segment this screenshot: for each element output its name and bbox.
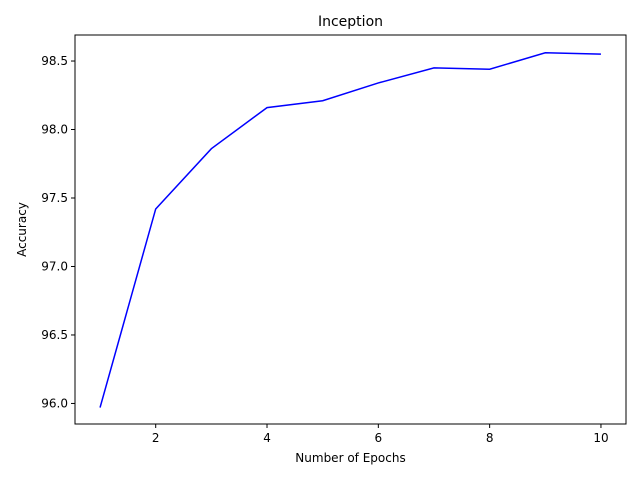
x-axis-ticks: 2 4 6 8 10 — [152, 424, 609, 445]
x-tick-label: 10 — [593, 431, 608, 445]
y-tick-label: 97.0 — [41, 259, 68, 273]
y-tick-label: 97.5 — [41, 191, 68, 205]
y-axis-label: Accuracy — [15, 202, 29, 257]
x-tick-label: 2 — [152, 431, 160, 445]
x-tick-label: 8 — [486, 431, 494, 445]
x-tick-label: 6 — [375, 431, 383, 445]
y-axis-ticks: 96.0 96.5 97.0 97.5 98.0 98.5 — [41, 54, 75, 410]
y-tick-label: 98.5 — [41, 54, 68, 68]
x-tick-label: 4 — [263, 431, 271, 445]
x-axis-label: Number of Epochs — [295, 451, 405, 465]
y-tick-label: 98.0 — [41, 123, 68, 137]
chart-title: Inception — [318, 14, 383, 30]
accuracy-series-line — [99, 52, 601, 408]
y-tick-label: 96.5 — [41, 328, 68, 342]
y-tick-label: 96.0 — [41, 396, 68, 410]
plot-area — [74, 34, 627, 425]
